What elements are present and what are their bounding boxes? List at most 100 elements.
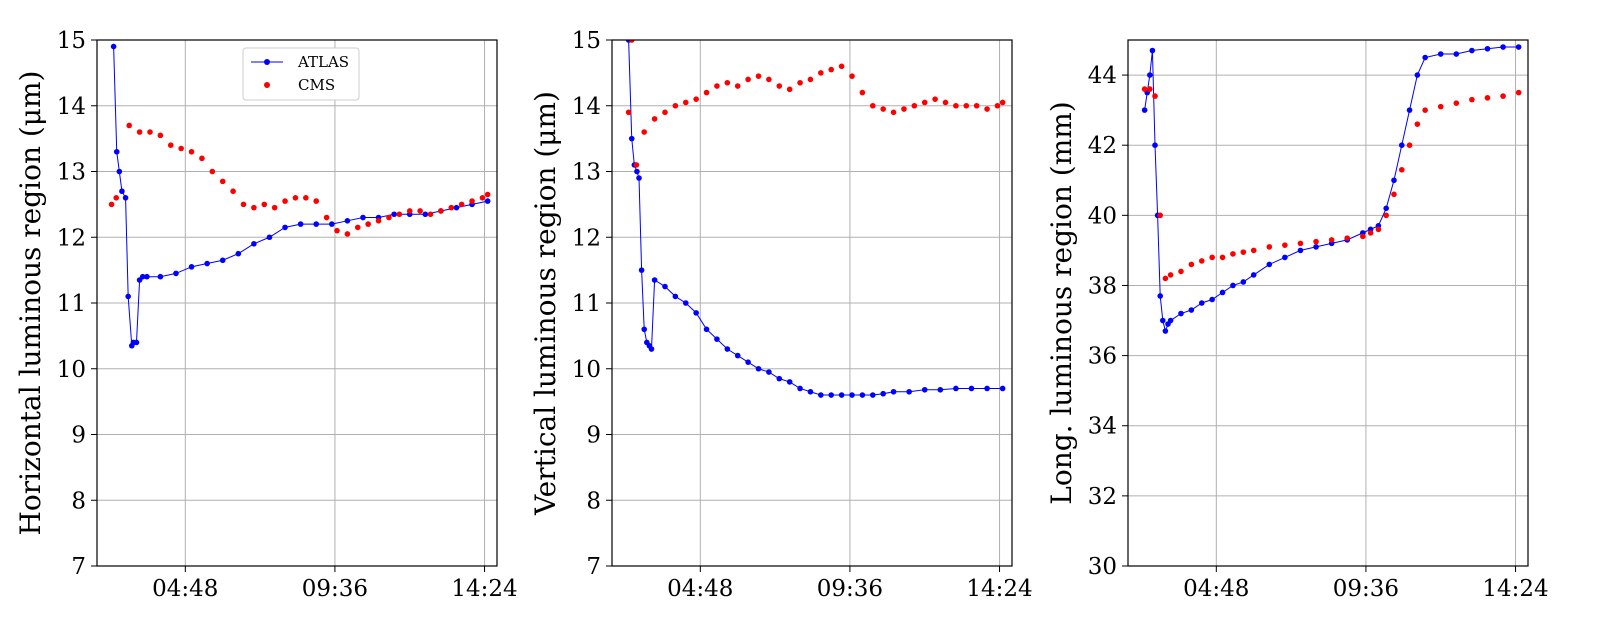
legend-label: ATLAS bbox=[297, 53, 349, 71]
data-point bbox=[921, 99, 928, 106]
series-cms bbox=[1141, 86, 1522, 282]
data-point bbox=[1515, 89, 1522, 96]
data-point bbox=[859, 392, 866, 398]
data-point bbox=[199, 155, 205, 162]
data-point bbox=[953, 102, 959, 109]
data-point bbox=[1398, 142, 1405, 148]
y-tick-label: 15 bbox=[572, 28, 601, 54]
data-point bbox=[1266, 261, 1273, 268]
data-point bbox=[1167, 317, 1174, 324]
data-point bbox=[1141, 86, 1148, 92]
data-point bbox=[849, 392, 855, 398]
data-point bbox=[251, 241, 257, 247]
data-point bbox=[890, 109, 897, 116]
data-point bbox=[1469, 96, 1475, 103]
data-point bbox=[1219, 254, 1226, 261]
data-point bbox=[1437, 103, 1444, 110]
data-point bbox=[453, 204, 460, 211]
data-point bbox=[479, 195, 486, 201]
data-point bbox=[334, 227, 340, 234]
data-point bbox=[634, 168, 640, 175]
plot-frame bbox=[96, 39, 498, 567]
data-point bbox=[755, 365, 762, 372]
y-tick-label: 30 bbox=[1088, 554, 1117, 580]
data-point bbox=[999, 99, 1006, 106]
data-point bbox=[1313, 244, 1319, 250]
y-tick-label: 12 bbox=[57, 225, 86, 251]
data-point bbox=[906, 388, 912, 395]
data-point bbox=[880, 106, 886, 112]
data-point bbox=[1149, 47, 1156, 54]
y-tick-label: 14 bbox=[57, 94, 86, 120]
y-tick-label: 8 bbox=[586, 488, 601, 514]
data-point bbox=[122, 195, 129, 201]
data-point bbox=[235, 250, 242, 257]
y-tick-label: 36 bbox=[1088, 344, 1117, 370]
data-point bbox=[360, 214, 366, 221]
data-point bbox=[188, 148, 195, 155]
series-atlas bbox=[625, 40, 1006, 398]
data-point bbox=[113, 148, 120, 155]
y-tick-label: 38 bbox=[1088, 273, 1117, 299]
data-point bbox=[745, 76, 751, 83]
data-point bbox=[139, 273, 146, 280]
data-point bbox=[1230, 282, 1236, 289]
data-point bbox=[1453, 51, 1460, 57]
series-cms bbox=[108, 122, 491, 237]
data-point bbox=[1328, 237, 1335, 243]
data-point bbox=[849, 73, 855, 79]
data-point bbox=[230, 188, 236, 195]
data-point bbox=[1152, 93, 1158, 99]
data-point bbox=[1162, 328, 1169, 334]
data-point bbox=[1157, 293, 1164, 299]
data-point bbox=[157, 132, 164, 139]
data-point bbox=[911, 102, 918, 109]
y-axis-label: Horizontal luminous region (μm) bbox=[14, 71, 47, 536]
data-point bbox=[984, 385, 990, 392]
data-point bbox=[1219, 289, 1226, 296]
data-point bbox=[932, 96, 938, 102]
data-point bbox=[1209, 296, 1215, 303]
data-point bbox=[807, 76, 814, 83]
data-point bbox=[391, 211, 397, 218]
data-point bbox=[1391, 177, 1397, 184]
data-point bbox=[1297, 247, 1304, 254]
data-point bbox=[116, 168, 123, 175]
data-point bbox=[1398, 166, 1405, 173]
data-point bbox=[1360, 233, 1366, 240]
y-tick-label: 15 bbox=[57, 28, 86, 54]
x-tick-label: 09:36 bbox=[817, 576, 883, 602]
data-point bbox=[973, 102, 980, 109]
data-point bbox=[1188, 261, 1195, 268]
data-point bbox=[1500, 93, 1506, 99]
data-point bbox=[458, 201, 465, 208]
data-point bbox=[313, 198, 320, 204]
data-point bbox=[776, 83, 783, 89]
data-point bbox=[797, 79, 803, 86]
data-point bbox=[628, 40, 635, 43]
y-tick-label: 11 bbox=[57, 291, 86, 317]
data-point bbox=[144, 273, 150, 280]
data-point bbox=[693, 96, 699, 102]
data-point bbox=[1250, 247, 1257, 254]
data-point bbox=[1178, 310, 1184, 317]
data-point bbox=[297, 221, 304, 227]
data-point bbox=[1406, 107, 1413, 113]
y-tick-label: 9 bbox=[71, 423, 86, 449]
y-axis-label: Vertical luminous region (μm) bbox=[529, 91, 562, 516]
data-point bbox=[999, 385, 1006, 392]
legend: ATLAS CMS bbox=[242, 47, 360, 101]
data-point bbox=[1414, 72, 1421, 78]
data-point bbox=[734, 83, 741, 89]
data-point bbox=[703, 326, 710, 333]
data-point bbox=[282, 224, 288, 231]
plot-frame bbox=[611, 39, 1013, 567]
data-point bbox=[636, 175, 642, 181]
data-point bbox=[641, 326, 648, 333]
data-point bbox=[147, 129, 153, 135]
data-point bbox=[703, 89, 710, 96]
data-point bbox=[901, 106, 907, 112]
data-point bbox=[1147, 72, 1153, 78]
data-point bbox=[724, 346, 731, 352]
